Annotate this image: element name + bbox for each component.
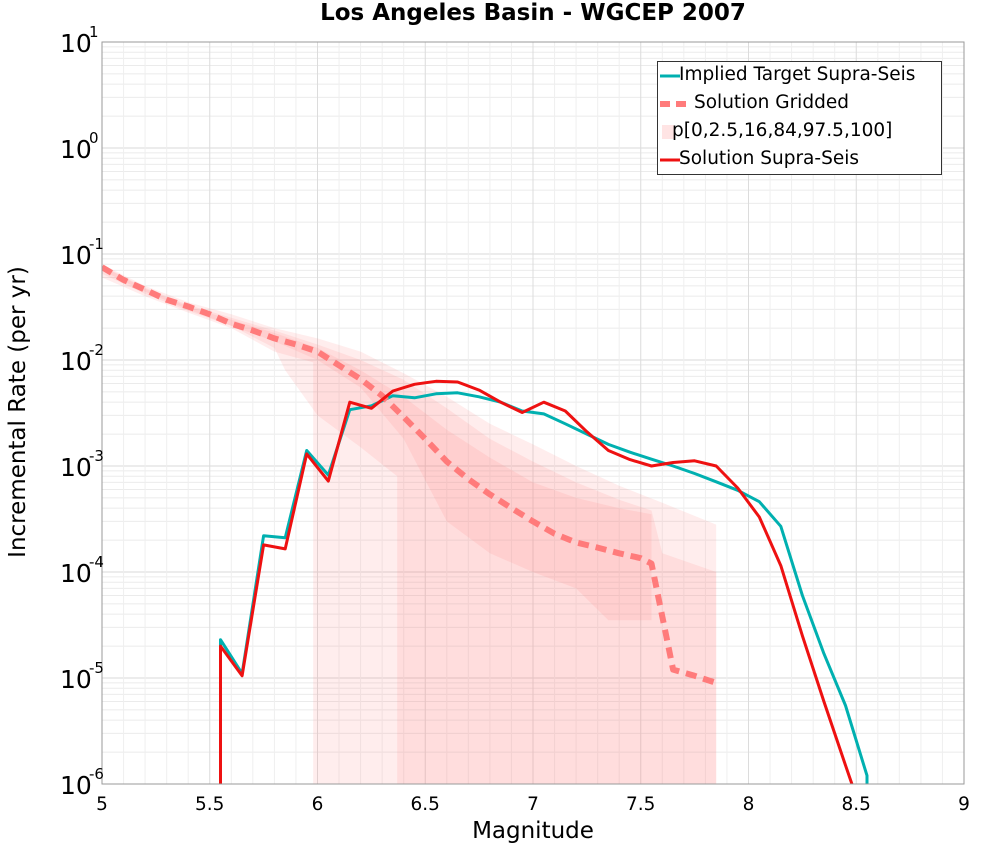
x-tick-label: 6.5 — [411, 794, 440, 815]
legend-item-solution-supra-seis: Solution Supra-Seis — [658, 146, 941, 174]
x-tick-label: 8.5 — [842, 794, 871, 815]
x-tick-label: 7 — [527, 794, 539, 815]
y-tick-label: 10 — [60, 135, 92, 164]
y-tick-label: 10 — [60, 29, 92, 58]
legend-label: Solution Gridded — [694, 92, 849, 113]
legend-item-implied-target: Implied Target Supra-Seis — [658, 62, 941, 90]
y-tick-exponent: -3 — [89, 447, 104, 465]
y-tick-exponent: -2 — [89, 341, 104, 359]
percentile-bands — [102, 264, 717, 784]
x-tick-labels: 5 5.5 6 6.5 7 7.5 8 8.5 9 — [96, 794, 970, 815]
chart-title: Los Angeles Basin - WGCEP 2007 — [320, 0, 746, 26]
series-implied-target-supra-seis — [219, 391, 869, 784]
x-tick-label: 8 — [743, 794, 755, 815]
y-tick-exponent: -6 — [89, 765, 104, 783]
legend-swatch-teal-line — [660, 74, 680, 78]
legend-swatch-band — [662, 125, 674, 139]
x-tick-label: 5 — [96, 794, 108, 815]
y-tick-label: 10 — [60, 559, 92, 588]
y-tick-exponent: 1 — [89, 23, 99, 41]
y-tick-label: 10 — [60, 347, 92, 376]
legend: Implied Target Supra-Seis Solution Gridd… — [657, 61, 942, 175]
y-tick-exponent: -1 — [89, 235, 104, 253]
series-solution-gridded — [102, 264, 718, 686]
legend-label: Solution Supra-Seis — [679, 148, 859, 169]
legend-label: p[0,2.5,16,84,97.5,100] — [672, 120, 893, 141]
band-2.5-97.5 — [102, 265, 717, 784]
x-axis-label: Magnitude — [472, 818, 594, 844]
y-tick-label: 10 — [60, 665, 92, 694]
y-tick-exponent: -5 — [89, 659, 104, 677]
legend-swatch-red-line — [660, 158, 680, 162]
x-tick-label: 5.5 — [195, 794, 224, 815]
legend-item-percentiles: p[0,2.5,16,84,97.5,100] — [658, 118, 941, 146]
x-tick-label: 7.5 — [626, 794, 655, 815]
plot-frame — [101, 41, 965, 785]
y-tick-exponent: 0 — [89, 129, 99, 147]
y-tick-label: 10 — [60, 241, 92, 270]
y-tick-label: 10 — [60, 771, 92, 800]
x-tick-label: 9 — [958, 794, 970, 815]
legend-label: Implied Target Supra-Seis — [679, 64, 916, 85]
legend-swatch-dashed-line — [660, 101, 692, 107]
x-tick-label: 6 — [312, 794, 324, 815]
series-lines — [102, 264, 869, 784]
y-tick-label: 10 — [60, 453, 92, 482]
legend-item-solution-gridded: Solution Gridded — [658, 90, 941, 118]
y-axis-label: Incremental Rate (per yr) — [5, 266, 31, 558]
band-min-max — [102, 264, 717, 784]
y-tick-exponent: -4 — [89, 553, 104, 571]
band-16-84 — [102, 266, 652, 621]
series-solution-supra-seis — [219, 379, 854, 784]
